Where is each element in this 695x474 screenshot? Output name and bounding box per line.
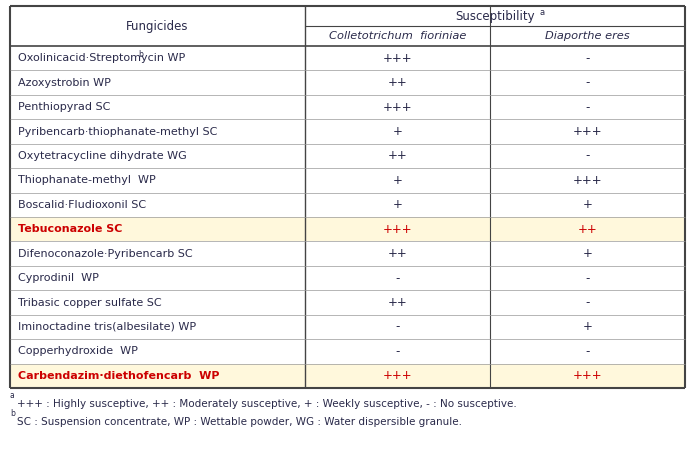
Text: -: - [585, 345, 589, 358]
Text: +: + [582, 320, 592, 333]
Text: ++: ++ [388, 149, 407, 163]
Text: +++: +++ [573, 369, 603, 383]
Text: -: - [585, 100, 589, 114]
Text: +: + [393, 174, 402, 187]
Text: Susceptibility: Susceptibility [455, 9, 535, 22]
Text: -: - [585, 149, 589, 163]
Text: +: + [393, 198, 402, 211]
Text: -: - [585, 52, 589, 65]
Text: Tebuconazole SC: Tebuconazole SC [18, 224, 122, 234]
Text: Fungicides: Fungicides [126, 19, 189, 33]
Text: +++: +++ [383, 100, 412, 114]
Text: a: a [539, 8, 544, 17]
Bar [10, 217, 685, 241]
Bar [10, 364, 685, 388]
Text: b: b [10, 410, 15, 419]
Text: ++: ++ [388, 247, 407, 260]
Text: -: - [585, 76, 589, 89]
Text: -: - [395, 320, 400, 333]
Text: +: + [393, 125, 402, 138]
Text: -: - [395, 272, 400, 284]
Text: +++: +++ [573, 174, 603, 187]
Text: Iminoctadine tris(albesilate) WP: Iminoctadine tris(albesilate) WP [18, 322, 196, 332]
Text: -: - [585, 272, 589, 284]
Text: Cyprodinil  WP: Cyprodinil WP [18, 273, 99, 283]
Text: +++: +++ [573, 125, 603, 138]
Text: Penthiopyrad SC: Penthiopyrad SC [18, 102, 111, 112]
Text: Oxytetracycline dihydrate WG: Oxytetracycline dihydrate WG [18, 151, 187, 161]
Text: -: - [395, 345, 400, 358]
Text: ++: ++ [578, 223, 598, 236]
Text: Copperhydroxide  WP: Copperhydroxide WP [18, 346, 138, 356]
Text: a: a [10, 392, 15, 401]
Text: Pyribencarb·thiophanate-methyl SC: Pyribencarb·thiophanate-methyl SC [18, 127, 218, 137]
Text: Oxolinicacid·Streptomycin WP: Oxolinicacid·Streptomycin WP [18, 53, 186, 63]
Text: ++: ++ [388, 76, 407, 89]
Text: Difenoconazole·Pyribencarb SC: Difenoconazole·Pyribencarb SC [18, 249, 193, 259]
Text: Carbendazim·diethofencarb  WP: Carbendazim·diethofencarb WP [18, 371, 220, 381]
Text: -: - [585, 296, 589, 309]
Text: Boscalid·Fludioxonil SC: Boscalid·Fludioxonil SC [18, 200, 146, 210]
Text: Azoxystrobin WP: Azoxystrobin WP [18, 78, 111, 88]
Text: +++: +++ [383, 223, 412, 236]
Text: Thiophanate-methyl  WP: Thiophanate-methyl WP [18, 175, 156, 185]
Text: +++: +++ [383, 369, 412, 383]
Text: ++: ++ [388, 296, 407, 309]
Text: +: + [582, 198, 592, 211]
Text: Diaporthe eres: Diaporthe eres [545, 31, 630, 41]
Text: +++ : Highly susceptive, ++ : Moderately susceptive, + : Weekly susceptive, - : : +++ : Highly susceptive, ++ : Moderately… [17, 399, 517, 409]
Text: SC : Suspension concentrate, WP : Wettable powder, WG : Water dispersible granul: SC : Suspension concentrate, WP : Wettab… [17, 417, 462, 427]
Text: Tribasic copper sulfate SC: Tribasic copper sulfate SC [18, 298, 162, 308]
Text: +: + [582, 247, 592, 260]
Text: b: b [138, 50, 143, 59]
Text: Colletotrichum  fioriniae: Colletotrichum fioriniae [329, 31, 466, 41]
Text: +++: +++ [383, 52, 412, 65]
